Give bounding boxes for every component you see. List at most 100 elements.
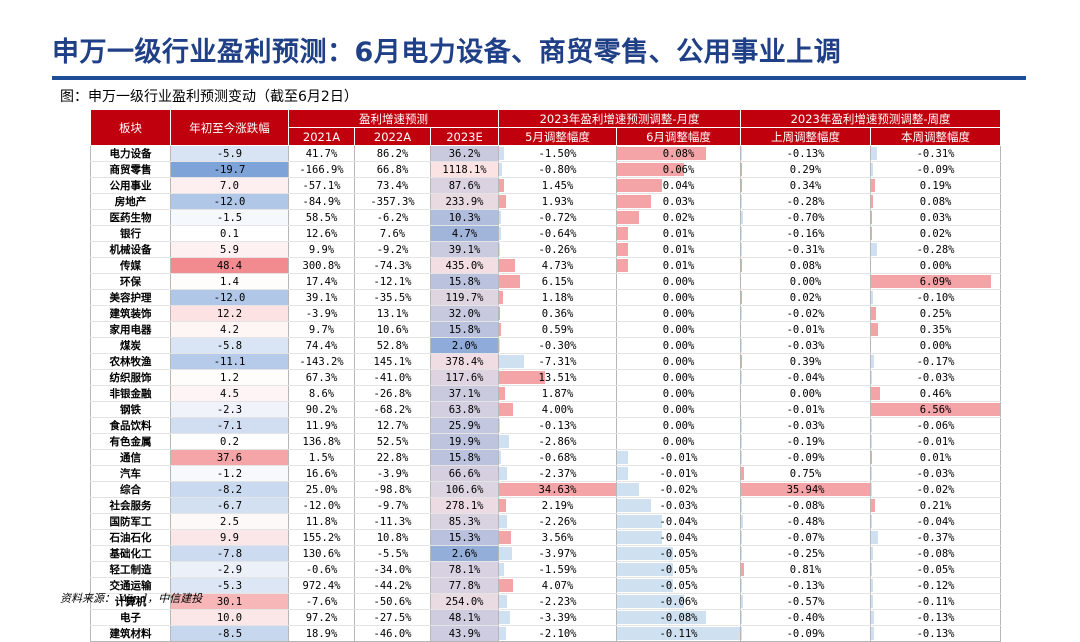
jun-adjust-cell: 0.01%: [617, 258, 741, 274]
may-data-bar: [499, 611, 510, 624]
may-data-bar: [499, 467, 507, 480]
may-adjust-cell: 13.51%: [499, 370, 617, 386]
may-value: 6.15%: [542, 276, 574, 288]
may-adjust-cell: 1.45%: [499, 178, 617, 194]
growth-2023e-cell: 15.8%: [431, 322, 499, 338]
ytd-change-cell: -5.9: [171, 146, 289, 162]
ytd-change-cell: -8.2: [171, 482, 289, 498]
growth-2023e-cell: 15.3%: [431, 530, 499, 546]
ytd-change-cell: 1.2: [171, 370, 289, 386]
may-adjust-cell: -0.80%: [499, 162, 617, 178]
jun-adjust-cell: 0.00%: [617, 306, 741, 322]
jun-value: 0.01%: [663, 228, 695, 240]
jun-value: 0.03%: [663, 196, 695, 208]
jun-data-bar: [617, 227, 628, 240]
thiswk-value: 0.25%: [920, 308, 952, 320]
lastwk-data-bar: [741, 435, 742, 448]
may-value: -0.80%: [539, 164, 577, 176]
growth-2022a-cell: -50.6%: [355, 594, 431, 610]
growth-2022a-cell: -12.1%: [355, 274, 431, 290]
growth-2023e-cell: 15.8%: [431, 274, 499, 290]
ytd-change-cell: 10.0: [171, 610, 289, 626]
jun-value: -0.05%: [660, 548, 698, 560]
jun-value: -0.08%: [660, 612, 698, 624]
thiswk-value: -0.12%: [917, 580, 955, 592]
page-title: 申万一级行业盈利预测：6月电力设备、商贸零售、公用事业上调: [52, 30, 841, 69]
may-data-bar: [499, 227, 501, 240]
header-2023e: 2023E: [431, 128, 499, 146]
header-weekly-group: 2023年盈利增速预测调整-周度: [741, 110, 1001, 128]
jun-adjust-cell: -0.01%: [617, 450, 741, 466]
sector-name-cell: 非银金融: [91, 386, 171, 402]
growth-2023e-cell: 278.1%: [431, 498, 499, 514]
jun-adjust-cell: -0.01%: [617, 466, 741, 482]
may-value: 1.87%: [542, 388, 574, 400]
may-data-bar: [499, 595, 506, 608]
jun-adjust-cell: -0.04%: [617, 514, 741, 530]
thiswk-value: 0.01%: [920, 452, 952, 464]
may-data-bar: [499, 195, 506, 208]
lastwk-adjust-cell: 0.39%: [741, 354, 871, 370]
lastwk-value: -0.08%: [787, 500, 825, 512]
thiswk-value: -0.11%: [917, 596, 955, 608]
table-row: 轻工制造-2.9-0.6%-34.0%78.1%-1.59%-0.05%0.81…: [91, 562, 1001, 578]
thiswk-data-bar: [871, 419, 872, 432]
growth-2023e-cell: 19.9%: [431, 434, 499, 450]
sector-name-cell: 传媒: [91, 258, 171, 274]
thiswk-adjust-cell: -0.12%: [871, 578, 1001, 594]
may-adjust-cell: -2.23%: [499, 594, 617, 610]
growth-2022a-cell: 86.2%: [355, 146, 431, 162]
jun-adjust-cell: 0.01%: [617, 226, 741, 242]
jun-value: 0.06%: [663, 164, 695, 176]
may-data-bar: [499, 355, 524, 368]
thiswk-adjust-cell: -0.06%: [871, 418, 1001, 434]
thiswk-data-bar: [871, 211, 872, 224]
may-value: 4.07%: [542, 580, 574, 592]
header-this-week-adjust: 本周调整幅度: [871, 128, 1001, 146]
jun-adjust-cell: 0.00%: [617, 418, 741, 434]
thiswk-adjust-cell: -0.13%: [871, 610, 1001, 626]
growth-2023e-cell: 435.0%: [431, 258, 499, 274]
lastwk-value: -0.70%: [787, 212, 825, 224]
lastwk-adjust-cell: -0.02%: [741, 306, 871, 322]
may-adjust-cell: -2.10%: [499, 626, 617, 642]
lastwk-data-bar: [741, 595, 743, 608]
lastwk-data-bar: [741, 243, 742, 256]
growth-2023e-cell: 43.9%: [431, 626, 499, 642]
lastwk-value: -0.19%: [787, 436, 825, 448]
ytd-change-cell: 37.6: [171, 450, 289, 466]
may-data-bar: [499, 147, 504, 160]
thiswk-adjust-cell: 0.00%: [871, 338, 1001, 354]
jun-data-bar: [617, 195, 651, 208]
jun-value: -0.04%: [660, 516, 698, 528]
growth-2023e-cell: 48.1%: [431, 610, 499, 626]
may-adjust-cell: 1.18%: [499, 290, 617, 306]
lastwk-adjust-cell: -0.70%: [741, 210, 871, 226]
jun-value: 0.00%: [663, 420, 695, 432]
growth-2023e-cell: 233.9%: [431, 194, 499, 210]
jun-adjust-cell: 0.00%: [617, 370, 741, 386]
figure-caption: 图：申万一级行业盈利预测变动（截至6月2日）: [60, 86, 358, 106]
lastwk-adjust-cell: -0.08%: [741, 498, 871, 514]
thiswk-value: 0.21%: [920, 500, 952, 512]
lastwk-value: -0.57%: [787, 596, 825, 608]
lastwk-value: 0.08%: [790, 260, 822, 272]
may-value: 3.56%: [542, 532, 574, 544]
lastwk-adjust-cell: -0.19%: [741, 434, 871, 450]
jun-value: 0.01%: [663, 260, 695, 272]
may-value: -0.68%: [539, 452, 577, 464]
growth-2021a-cell: -7.6%: [289, 594, 355, 610]
thiswk-adjust-cell: -0.11%: [871, 594, 1001, 610]
growth-2021a-cell: 67.3%: [289, 370, 355, 386]
lastwk-value: -0.28%: [787, 196, 825, 208]
may-data-bar: [499, 515, 507, 528]
may-data-bar: [499, 163, 502, 176]
ytd-change-cell: 0.2: [171, 434, 289, 450]
jun-data-bar: [617, 483, 639, 496]
may-value: -1.50%: [539, 148, 577, 160]
